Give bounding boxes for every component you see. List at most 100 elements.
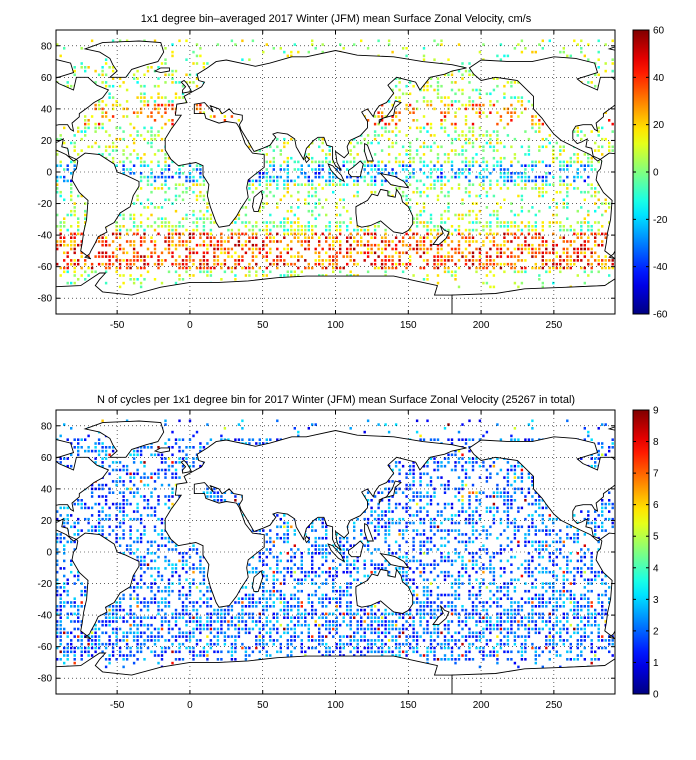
colorbar-tick-label: 0	[653, 690, 659, 701]
coastline-sumatra	[327, 543, 346, 563]
coastline-japan	[378, 480, 402, 505]
colorbar-tick-label: 9	[653, 406, 659, 417]
coastline-antarctica	[451, 278, 615, 314]
x-tick-label: 150	[400, 700, 417, 711]
coastline-madagascar	[252, 570, 264, 592]
coastline-britain	[180, 79, 193, 94]
coastline-iceland	[153, 447, 170, 454]
coastline-greenland	[83, 420, 165, 458]
y-tick-label: 0	[46, 548, 52, 559]
coastline-new-zealand	[432, 605, 450, 626]
gridlines	[56, 410, 615, 694]
coastline-philippines	[364, 522, 374, 542]
coastline-antarctica	[451, 658, 615, 694]
x-tick-label: 50	[257, 700, 269, 711]
x-tick-label: 100	[327, 700, 344, 711]
y-tick-label: -20	[38, 579, 53, 590]
colorbar-tick-label: -40	[653, 262, 668, 273]
coastline-iceland	[153, 67, 170, 74]
colorbar-tick-label: 60	[653, 26, 665, 37]
colorbar-tick-label: 7	[653, 469, 659, 480]
colorbar-tick-label: 1	[653, 658, 659, 669]
x-tick-label: 50	[257, 320, 269, 331]
x-tick-label: 0	[187, 320, 193, 331]
coastline-north-america	[468, 436, 615, 542]
y-tick-label: -40	[38, 231, 53, 242]
x-tick-label: -50	[110, 320, 125, 331]
colorbar-tick-label: 2	[653, 626, 659, 637]
coastlines	[56, 420, 696, 694]
colorbar-tick-label: 8	[653, 437, 659, 448]
colorbar	[632, 409, 650, 695]
coastline-iceland	[679, 68, 694, 73]
y-tick-label: 80	[41, 41, 53, 52]
coastline-eurasia-africa	[689, 431, 696, 608]
coastline-greenland	[607, 46, 615, 51]
coastline-australia	[355, 568, 414, 614]
coastline-indonesia-borneo	[348, 160, 364, 178]
y-tick-label: -80	[38, 294, 53, 305]
cycles-map: -50 0 50 100 150 200 250806040200-20-40-60-809…	[38, 406, 696, 712]
coastline-greenland	[607, 426, 615, 431]
coastline-north-america	[468, 56, 615, 162]
y-tick-label: 60	[41, 453, 53, 464]
y-tick-label: 20	[41, 516, 53, 527]
y-tick-label: -40	[38, 611, 53, 622]
y-tick-label: 80	[41, 421, 53, 432]
colorbar-tick-label: 40	[653, 73, 665, 84]
colorbar-tick-label: -20	[653, 215, 668, 226]
coastline-north-america	[56, 439, 110, 542]
x-tick-label: 150	[400, 320, 417, 331]
coastline-sri-lanka	[304, 535, 310, 544]
x-tick-label: 250	[546, 700, 563, 711]
coastline-eurasia-africa	[689, 51, 696, 228]
coastline-iceland	[679, 448, 694, 453]
x-tick-label: 200	[473, 320, 490, 331]
coastline-north-america	[56, 59, 110, 162]
y-tick-label: 40	[41, 104, 53, 115]
colorbar-tick-label: 5	[653, 532, 659, 543]
coastline-australia	[355, 188, 414, 234]
colorbar-tick-label: 20	[653, 120, 665, 131]
y-tick-label: -60	[38, 642, 53, 653]
y-tick-label: 60	[41, 73, 53, 84]
coastline-madagascar	[252, 190, 264, 212]
colorbar-tick-label: 0	[653, 168, 659, 179]
x-tick-label: -50	[110, 700, 125, 711]
coastline-sumatra	[327, 163, 346, 183]
coastline-new-guinea	[379, 552, 410, 569]
coastline-eurasia-africa	[164, 50, 467, 228]
coastline-south-america	[71, 532, 140, 640]
coastlines	[56, 40, 696, 314]
coastline-britain	[180, 459, 193, 474]
colorbar-tick-label: 3	[653, 595, 659, 606]
x-tick-label: 0	[187, 700, 193, 711]
y-tick-label: 20	[41, 136, 53, 147]
coastline-indonesia-borneo	[348, 540, 364, 558]
gridlines	[56, 30, 615, 314]
coastline-south-america	[595, 152, 615, 260]
x-tick-label: 100	[327, 320, 344, 331]
cycles-title: N of cycles per 1x1 degree bin for 2017 …	[96, 394, 576, 406]
coastline-new-zealand	[432, 225, 450, 246]
velocity-panel: 1x1 degree bin–averaged 2017 Winter (JFM…	[38, 13, 696, 332]
y-tick-label: -60	[38, 262, 53, 273]
y-tick-label: 40	[41, 484, 53, 495]
velocity-map: -50 0 50 100 150 200 250806040200-20-40-60-806…	[38, 26, 696, 332]
coastline-japan	[378, 100, 402, 125]
colorbar-tick-label: 4	[653, 563, 659, 574]
velocity-title: 1x1 degree bin–averaged 2017 Winter (JFM…	[140, 13, 532, 25]
x-tick-label: 250	[546, 320, 563, 331]
coastline-new-guinea	[379, 172, 410, 189]
x-tick-label: 200	[473, 700, 490, 711]
y-tick-label: -80	[38, 674, 53, 685]
coastline-south-america	[71, 152, 140, 260]
colorbar-tick-label: 6	[653, 500, 659, 511]
coastline-sri-lanka	[304, 155, 310, 164]
coastline-south-america	[595, 532, 615, 640]
cycles-panel: N of cycles per 1x1 degree bin for 2017 …	[0, 380, 696, 760]
coastline-philippines	[364, 142, 374, 162]
coastline-eurasia-africa	[164, 430, 467, 608]
y-tick-label: 0	[46, 168, 52, 179]
coastline-greenland	[83, 40, 165, 78]
